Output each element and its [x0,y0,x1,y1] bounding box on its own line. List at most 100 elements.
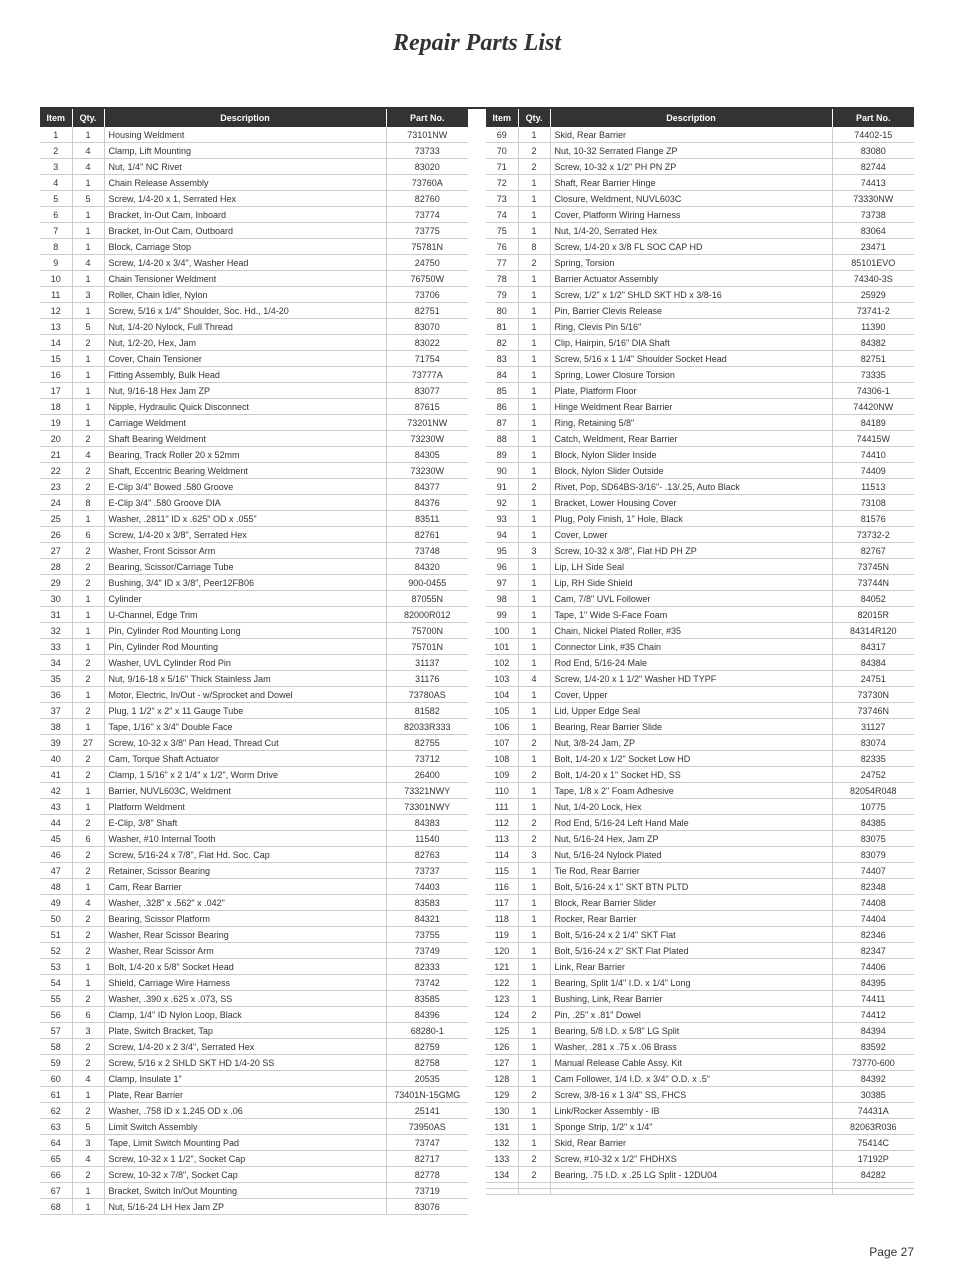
cell-item: 101 [486,639,518,655]
cell-description: Bracket, Switch In/Out Mounting [104,1183,386,1199]
table-row: 971Lip, RH Side Shield73744N [486,575,914,591]
cell-qty: 1 [518,575,550,591]
cell-qty: 6 [72,1007,104,1023]
cell-qty: 1 [518,175,550,191]
cell-item: 134 [486,1167,518,1183]
table-row: 1231Bushing, Link, Rear Barrier74411 [486,991,914,1007]
cell-description: Cam, Torque Shaft Actuator [104,751,386,767]
cell-qty: 1 [72,367,104,383]
cell-partno: 83076 [386,1199,468,1215]
table-row: 991Tape, 1" Wide S-Face Foam82015R [486,607,914,623]
table-row: 1311Sponge Strip, 1/2" x 1/4"82063R036 [486,1119,914,1135]
cell-qty: 1 [518,639,550,655]
cell-item: 96 [486,559,518,575]
cell-description: Motor, Electric, In/Out - w/Sprocket and… [104,687,386,703]
cell-partno: 82763 [386,847,468,863]
cell-partno: 83074 [832,735,914,751]
cell-qty: 1 [72,975,104,991]
cell-qty: 1 [518,1119,550,1135]
cell-item: 120 [486,943,518,959]
cell-item: 115 [486,863,518,879]
table-row: 512Washer, Rear Scissor Bearing73755 [40,927,468,943]
table-row: 604Clamp, Insulate 1"20535 [40,1071,468,1087]
cell-qty: 1 [72,207,104,223]
cell-description: Bearing, Scissor/Carriage Tube [104,559,386,575]
cell-item: 8 [40,239,72,255]
header-description: Description [550,109,832,127]
cell-partno: 73719 [386,1183,468,1199]
cell-item: 123 [486,991,518,1007]
cell-description: Bolt, 1/4-20 x 1" Socket HD, SS [550,767,832,783]
table-row: 801Pin, Barrier Clevis Release73741-2 [486,303,914,319]
cell-description: Washer, Rear Scissor Bearing [104,927,386,943]
cell-description: Plate, Rear Barrier [104,1087,386,1103]
cell-partno: 82000R012 [386,607,468,623]
table-row: 1122Rod End, 5/16-24 Left Hand Male84385 [486,815,914,831]
cell-qty: 1 [518,783,550,799]
table-row: 552Washer, .390 x .625 x .073, SS83585 [40,991,468,1007]
cell-description: Rocker, Rear Barrier [550,911,832,927]
cell-qty: 2 [72,431,104,447]
cell-qty: 1 [518,335,550,351]
cell-partno: 82751 [832,351,914,367]
cell-partno: 87055N [386,591,468,607]
cell-qty: 1 [518,751,550,767]
cell-qty: 1 [518,191,550,207]
table-row: 1034Screw, 1/4-20 x 1 1/2" Washer HD TYP… [486,671,914,687]
cell-partno: 74415W [832,431,914,447]
table-row: 671Bracket, Switch In/Out Mounting73719 [40,1183,468,1199]
cell-description: Block, Nylon Slider Inside [550,447,832,463]
cell-partno: 82761 [386,527,468,543]
cell-item: 100 [486,623,518,639]
cell-description: Washer, UVL Cylinder Rod Pin [104,655,386,671]
table-row: 481Cam, Rear Barrier74403 [40,879,468,895]
cell-item: 34 [40,655,72,671]
cell-item: 65 [40,1151,72,1167]
cell-item: 91 [486,479,518,495]
cell-qty: 2 [518,831,550,847]
cell-partno: 73744N [832,575,914,591]
cell-description: Shaft, Rear Barrier Hinge [550,175,832,191]
cell-description: Nut, 1/4-20 Lock, Hex [550,799,832,815]
cell-item: 20 [40,431,72,447]
cell-description: Bracket, In-Out Cam, Outboard [104,223,386,239]
cell-item: 61 [40,1087,72,1103]
cell-partno: 74431A [832,1103,914,1119]
cell-description: Clamp, Insulate 1" [104,1071,386,1087]
cell-item: 43 [40,799,72,815]
cell-partno: 73950AS [386,1119,468,1135]
table-row: 831Screw, 5/16 x 1 1/4" Shoulder Socket … [486,351,914,367]
cell-qty: 1 [518,431,550,447]
cell-qty: 6 [72,831,104,847]
table-row: 921Bracket, Lower Housing Cover73108 [486,495,914,511]
cell-partno: 73732-2 [832,527,914,543]
cell-item: 4 [40,175,72,191]
table-row: 891Block, Nylon Slider Inside74410 [486,447,914,463]
cell-partno: 82755 [386,735,468,751]
cell-description: Screw, 5/16 x 1/4" Shoulder, Soc. Hd., 1… [104,303,386,319]
cell-item: 75 [486,223,518,239]
cell-qty [518,1189,550,1195]
table-row: 101Chain Tensioner Weldment76750W [40,271,468,287]
cell-partno: 30385 [832,1087,914,1103]
cell-qty: 1 [72,623,104,639]
cell-item: 121 [486,959,518,975]
table-row: 1251Bearing, 5/8 I.D. x 5/8" LG Split843… [486,1023,914,1039]
cell-partno: 83077 [386,383,468,399]
table-row: 222Shaft, Eccentric Bearing Weldment7323… [40,463,468,479]
table-row: 1072Nut, 3/8-24 Jam, ZP83074 [486,735,914,751]
header-partno: Part No. [386,109,468,127]
cell-partno: 73780AS [386,687,468,703]
table-row: 311U-Channel, Edge Trim82000R012 [40,607,468,623]
cell-description: Tape, 1/16" x 3/4" Double Face [104,719,386,735]
table-row: 301Cylinder87055N [40,591,468,607]
cell-qty: 4 [72,895,104,911]
cell-qty: 4 [72,159,104,175]
cell-qty: 1 [518,911,550,927]
table-row: 1161Bolt, 5/16-24 x 1" SKT BTN PLTD82348 [486,879,914,895]
cell-partno: 73745N [832,559,914,575]
cell-qty: 2 [72,767,104,783]
cell-qty: 5 [72,319,104,335]
cell-qty: 2 [518,735,550,751]
cell-description: Tape, 1" Wide S-Face Foam [550,607,832,623]
